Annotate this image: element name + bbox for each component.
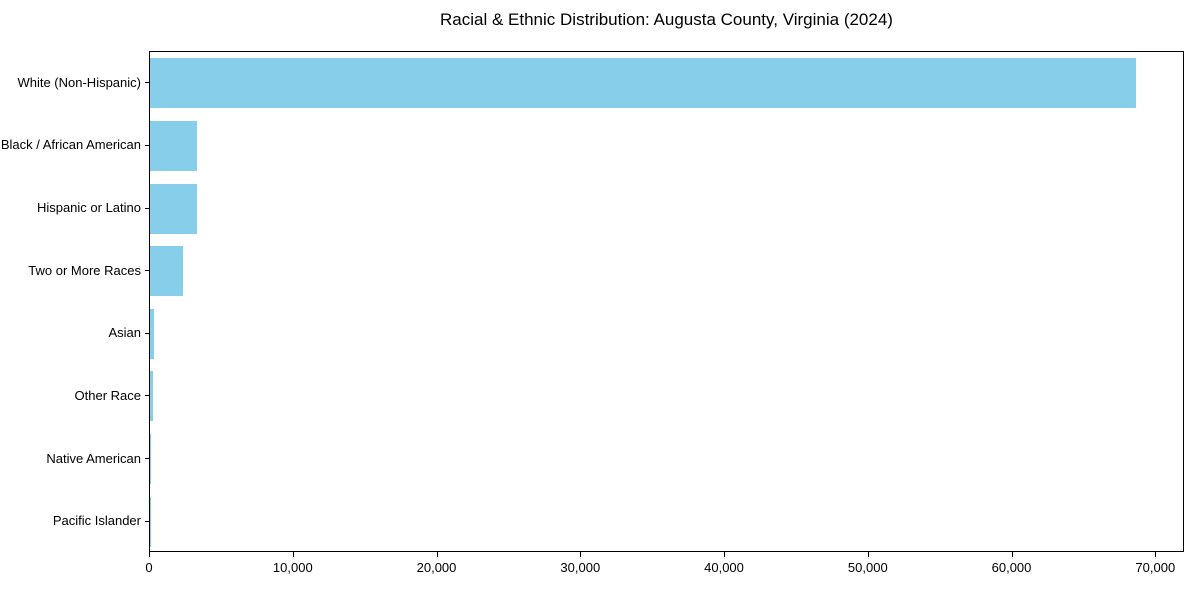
y-axis-tick-mark: [145, 458, 149, 460]
bar: [150, 120, 198, 171]
x-axis-tick-mark: [580, 552, 582, 557]
x-axis-tick-label: 40,000: [704, 560, 744, 575]
x-axis-tick-mark: [149, 552, 150, 557]
bar: [150, 308, 155, 359]
y-axis-tick-mark: [145, 332, 149, 334]
y-axis-tick-mark: [145, 270, 149, 272]
bar: [150, 58, 1137, 109]
x-axis-tick-mark: [1011, 552, 1013, 557]
x-axis-tick-label: 20,000: [416, 560, 457, 575]
chart-title: Racial & Ethnic Distribution: Augusta Co…: [440, 10, 893, 29]
y-axis-tick-mark: [145, 520, 149, 522]
x-axis-tick-mark: [724, 552, 725, 557]
x-axis-tick-mark: [867, 552, 869, 557]
y-axis-tick-mark: [145, 395, 149, 397]
bar: [150, 246, 184, 297]
y-axis-label: Asian: [108, 325, 141, 341]
x-axis-tick-label: 70,000: [1135, 560, 1176, 575]
bar: [150, 434, 152, 485]
x-axis-tick-label: 10,000: [272, 560, 313, 575]
x-axis-tick-mark: [292, 552, 294, 557]
x-axis-tick-label: 0: [145, 560, 153, 575]
y-axis-tick-mark: [145, 82, 149, 84]
y-axis-tick-mark: [145, 207, 149, 209]
x-axis-tick-mark: [436, 552, 438, 557]
y-axis-label: White (Non-Hispanic): [17, 74, 141, 90]
y-axis-label: Other Race: [74, 387, 141, 403]
y-axis-label: Black / African American: [0, 137, 141, 153]
y-axis-label: Hispanic or Latino: [36, 200, 141, 216]
bar: [150, 183, 197, 234]
y-axis-label: Pacific Islander: [52, 513, 141, 529]
x-axis-tick-label: 60,000: [991, 560, 1032, 575]
y-axis-label: Native American: [46, 450, 141, 466]
x-axis-tick-mark: [1155, 552, 1157, 557]
x-axis-tick-label: 30,000: [560, 560, 601, 575]
x-axis-tick-label: 50,000: [847, 560, 888, 575]
bar: [150, 371, 153, 422]
y-axis-tick-mark: [145, 144, 149, 146]
plot-area: [149, 51, 1184, 552]
y-axis-label: Two or More Races: [28, 262, 141, 278]
